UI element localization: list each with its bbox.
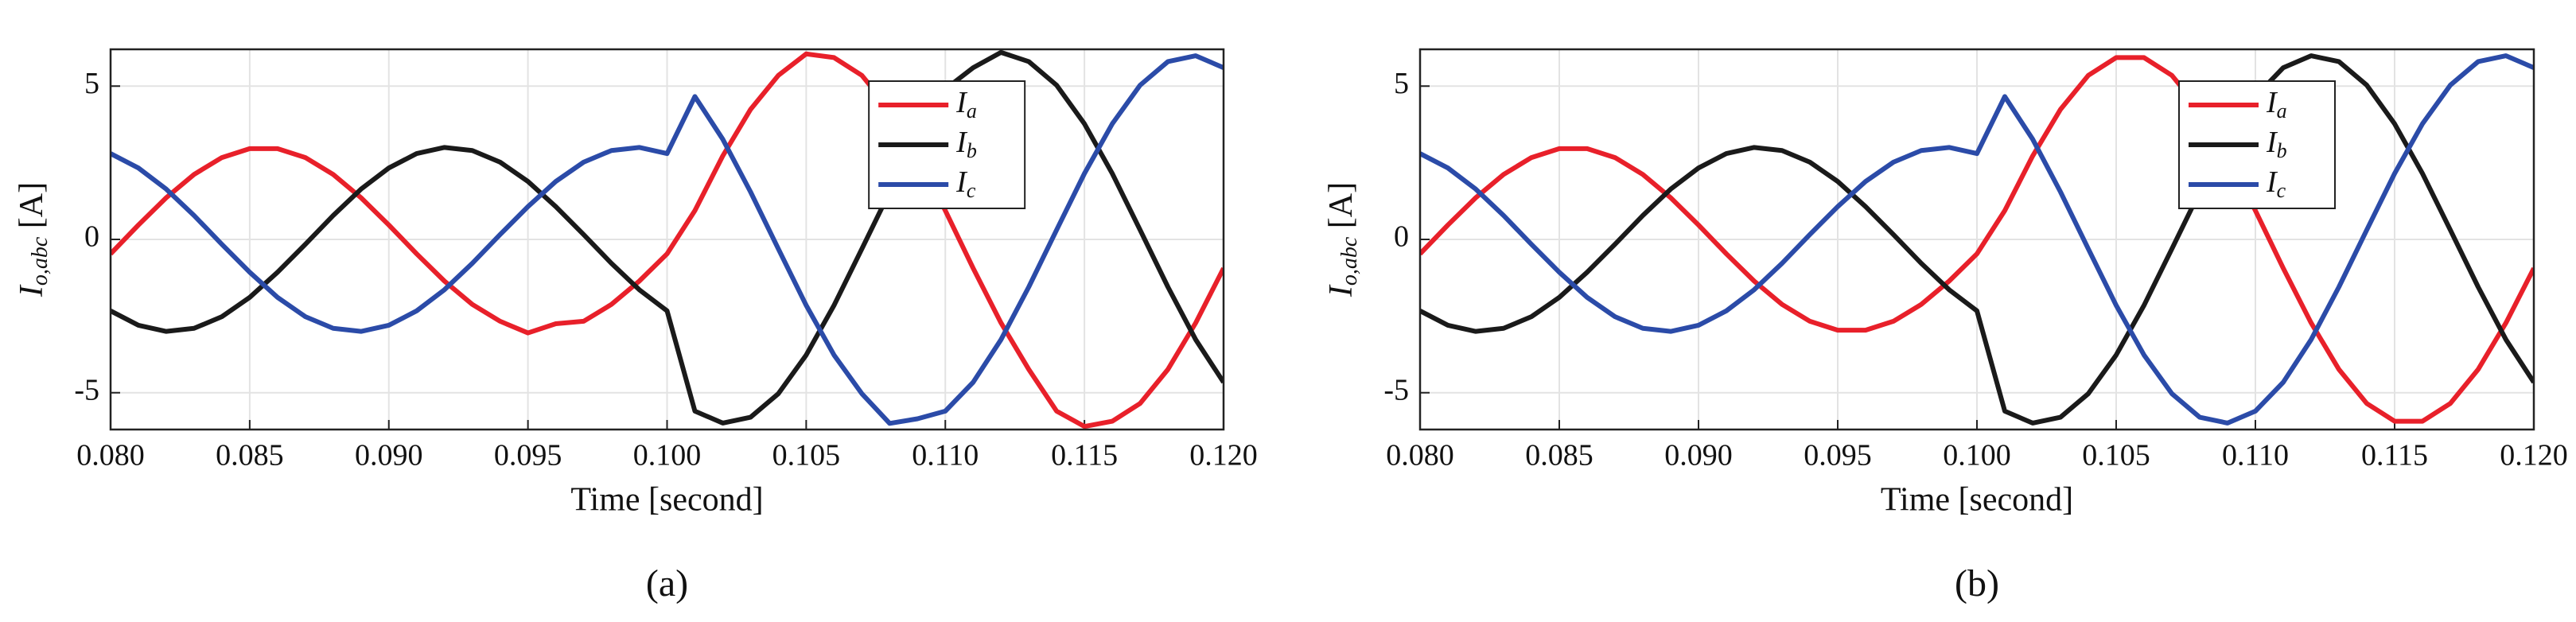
- legend-label-sub: a: [2277, 99, 2287, 122]
- legend-label-main: I: [955, 165, 968, 199]
- plot-frame: [1418, 48, 2535, 431]
- chart: 0.080 0.085 0.090 0.095 0.100 0.105 0.110 0.115…: [1323, 48, 2568, 605]
- legend-label-sub: c: [2277, 179, 2286, 202]
- series-line: [111, 49, 1224, 426]
- plot-frame: [109, 48, 1225, 431]
- series-line: [1420, 53, 2534, 426]
- y-axis-label-sub: o,abc: [1337, 236, 1362, 286]
- legend-label: Ic: [955, 165, 976, 202]
- x-tick-label: 0.105: [2082, 439, 2150, 472]
- x-tick-label: 0.120: [2500, 439, 2568, 472]
- y-tick-label: 0: [1394, 220, 1409, 254]
- x-tick-label: 0.110: [912, 439, 979, 472]
- x-tick-label: 0.105: [772, 439, 841, 472]
- x-tick-label: 0.095: [1804, 439, 1872, 472]
- legend-label-main: I: [2266, 86, 2278, 119]
- legend-label-main: I: [955, 126, 968, 159]
- legend-label: Ib: [955, 126, 977, 162]
- y-tick-label: -5: [74, 373, 99, 406]
- x-tick-label: 0.115: [1051, 439, 1118, 472]
- legend-label: Ia: [955, 86, 977, 122]
- x-tick-label: 0.090: [1664, 439, 1733, 472]
- x-axis-label: Time [second]: [570, 482, 763, 519]
- x-axis-label: Time [second]: [1881, 482, 2073, 519]
- series-line: [111, 53, 1224, 426]
- series-line: [1420, 55, 2534, 424]
- legend-label-main: I: [955, 86, 968, 119]
- legend-label-main: I: [2266, 126, 2278, 159]
- y-axis-label: Io,abc [A]: [14, 182, 53, 297]
- chart: 0.080 0.085 0.090 0.095 0.100 0.105 0.110 0.115…: [14, 48, 1258, 605]
- x-tick-label: 0.085: [216, 439, 284, 472]
- legend-label: Ic: [2266, 165, 2286, 202]
- panel-caption: (b): [1955, 562, 1999, 605]
- x-tick-label: 0.120: [1189, 439, 1258, 472]
- legend-label: Ib: [2266, 126, 2287, 162]
- legend-label-main: I: [2266, 165, 2278, 199]
- x-tick-label: 0.110: [2222, 439, 2289, 472]
- x-tick-label: 0.090: [355, 439, 423, 472]
- x-tick-label: 0.085: [1525, 439, 1593, 472]
- y-axis-label-main: I: [14, 284, 50, 297]
- x-tick-label: 0.080: [1386, 439, 1454, 472]
- legend-label-sub: b: [967, 139, 977, 162]
- x-tick-label: 0.095: [494, 439, 562, 472]
- panel-caption: (a): [646, 562, 688, 605]
- legend-label-sub: c: [967, 179, 976, 202]
- legend-label-sub: b: [2277, 139, 2287, 162]
- y-tick-label: -5: [1383, 373, 1409, 406]
- y-axis-label-sub: o,abc: [28, 236, 53, 286]
- legend-label: Ia: [2266, 86, 2287, 122]
- x-tick-label: 0.115: [2361, 439, 2428, 472]
- y-tick-label: 0: [84, 220, 99, 254]
- y-tick-label: 5: [84, 67, 99, 100]
- series-line: [1420, 53, 2534, 426]
- y-axis-label: Io,abc [A]: [1323, 182, 1363, 297]
- y-axis-label-unit: [A]: [14, 182, 50, 237]
- y-tick-label: 5: [1394, 67, 1409, 100]
- y-axis-label-unit: [A]: [1323, 182, 1360, 237]
- x-tick-label: 0.080: [76, 439, 145, 472]
- x-tick-label: 0.100: [633, 439, 702, 472]
- series-line: [111, 51, 1224, 430]
- x-tick-label: 0.100: [1943, 439, 2011, 472]
- legend-label-sub: a: [967, 99, 977, 122]
- y-axis-label-main: I: [1323, 284, 1360, 297]
